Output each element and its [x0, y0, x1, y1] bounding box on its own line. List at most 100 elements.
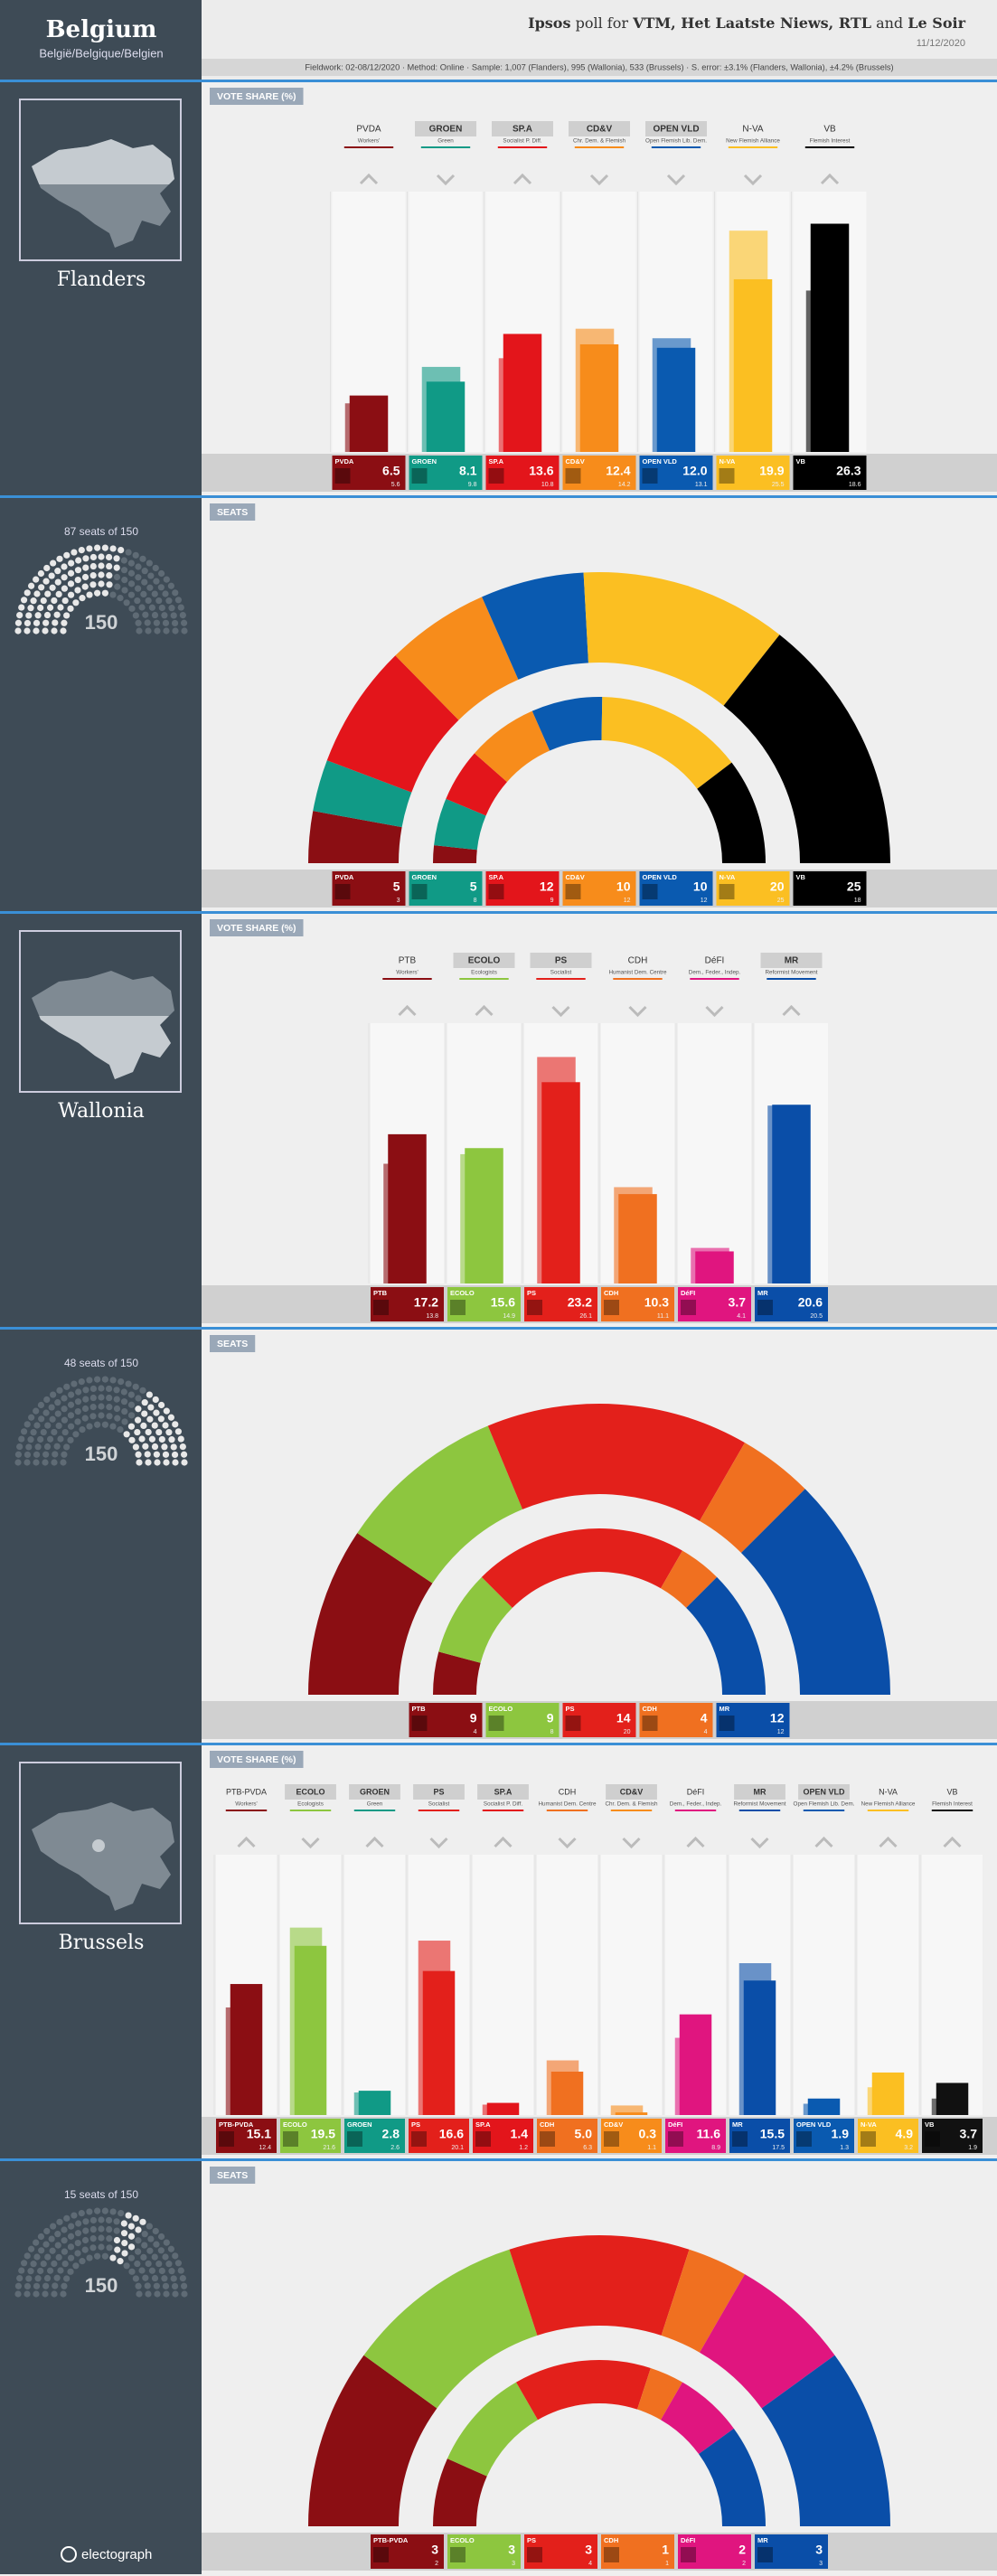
- government-box: [492, 121, 553, 136]
- seat-dot: [135, 2282, 142, 2289]
- seat-dot: [165, 1429, 173, 1436]
- seat-dot: [71, 2212, 78, 2219]
- change-chevron: [398, 1004, 417, 1017]
- seat-dot: [74, 567, 82, 574]
- seat-dot: [132, 2214, 139, 2222]
- seat-dot: [109, 2208, 117, 2215]
- legend-box: [755, 2534, 828, 2569]
- legend-name: PS: [411, 2120, 420, 2129]
- seat-dot: [151, 590, 158, 597]
- legend-name: PTB-PVDA: [219, 2120, 254, 2129]
- legend-value: 3: [508, 2543, 515, 2557]
- seat-dot: [47, 2267, 54, 2274]
- seat-dot: [72, 1431, 80, 1438]
- seat-dot: [24, 627, 31, 635]
- seat-dot: [14, 619, 23, 626]
- legend-icon: [527, 2547, 542, 2562]
- legend-icon: [925, 2131, 940, 2147]
- seat-dot: [55, 2253, 62, 2261]
- seat-dot: [74, 2230, 82, 2237]
- bar: [426, 381, 466, 452]
- seat-dot: [98, 553, 105, 560]
- seat-dot: [118, 546, 125, 554]
- legend-icon: [527, 1300, 542, 1315]
- seat-dot: [89, 1385, 98, 1393]
- legend-value: 19.9: [759, 464, 784, 478]
- party-name: N-VA: [879, 1787, 898, 1796]
- seat-dot: [172, 2252, 179, 2260]
- seat-dot: [154, 2290, 161, 2298]
- legend-icon: [604, 2131, 619, 2147]
- legend-name: MR: [757, 2536, 768, 2544]
- seat-dot: [14, 627, 22, 635]
- legend-box: [332, 871, 406, 906]
- government-box: [569, 121, 630, 136]
- seat-dot: [174, 597, 183, 604]
- legend-value: 9: [470, 1711, 477, 1725]
- previous-seat-segment: [433, 845, 477, 863]
- previous-seat-segment: [433, 1651, 481, 1695]
- change-chevron: [237, 1836, 256, 1848]
- government-box: [415, 121, 476, 136]
- previous-seat-segment: [447, 2382, 538, 2477]
- seat-dot: [171, 1451, 179, 1459]
- seat-dot: [82, 2227, 89, 2234]
- seat-dot: [168, 605, 175, 612]
- seat-dot: [24, 2282, 32, 2290]
- seat-dot: [179, 2274, 186, 2282]
- legend-previous: 4: [704, 1729, 708, 1735]
- map-frame: [19, 930, 182, 1093]
- seat-dot: [152, 1396, 159, 1404]
- change-chevron: [814, 1836, 833, 1848]
- legend-value: 15.6: [491, 1295, 515, 1310]
- seat-dot: [181, 2290, 188, 2298]
- seat-dot: [180, 2282, 188, 2289]
- seat-dot: [98, 562, 105, 569]
- seat-dot: [71, 1380, 78, 1387]
- seat-dot: [121, 2250, 128, 2257]
- legend-name: N-VA: [720, 457, 736, 465]
- seat-dot: [43, 1396, 51, 1404]
- seat-dot: [140, 2253, 147, 2261]
- seat-dot: [172, 589, 179, 597]
- legend-previous: 4: [474, 1729, 477, 1735]
- legend-box: [858, 2119, 918, 2153]
- map-country: [32, 1802, 174, 1911]
- seat-dot: [67, 591, 75, 598]
- separator: [0, 911, 997, 914]
- party-name: ECOLO: [296, 1787, 324, 1796]
- legend-box: [922, 2119, 983, 2153]
- seat-dot: [67, 605, 74, 612]
- legend-previous: 6.3: [583, 2145, 592, 2151]
- party-description: Ecologists: [471, 970, 497, 976]
- seat-dot: [145, 1459, 152, 1466]
- seat-dot: [163, 1407, 170, 1415]
- seat-dot: [33, 2239, 40, 2246]
- legend-name: PS: [527, 2536, 536, 2544]
- seat-segment: [308, 1533, 433, 1695]
- seat-dot: [142, 1443, 149, 1450]
- seat-dot: [81, 2246, 89, 2253]
- legend-name: CDH: [540, 2120, 554, 2129]
- legend-icon: [668, 2131, 683, 2147]
- legend-previous: 17.5: [772, 2145, 785, 2151]
- seat-dot: [148, 604, 155, 611]
- seat-dot: [135, 619, 142, 626]
- seat-dot: [33, 2282, 41, 2289]
- legend-box: [409, 871, 483, 906]
- party-description: Dem., Feder., Indep.: [670, 1801, 722, 1808]
- seat-dot: [123, 1431, 130, 1438]
- party-name: PVDA: [356, 125, 381, 135]
- separator: [0, 1743, 997, 1745]
- party-description: Green: [437, 138, 454, 145]
- party-description: Chr. Dem. & Flemish: [605, 1801, 658, 1808]
- seat-dot: [94, 1421, 101, 1428]
- seat-dot: [165, 2261, 173, 2268]
- legend-icon: [604, 1300, 619, 1315]
- legend-value: 10: [616, 879, 631, 894]
- seat-dot: [38, 2247, 45, 2254]
- seat-dot: [37, 2233, 45, 2241]
- party-name: OPEN VLD: [803, 1787, 845, 1796]
- seat-dot: [162, 619, 170, 626]
- fieldwork: Fieldwork: 02-08/12/2020 · Method: Onlin…: [305, 62, 893, 71]
